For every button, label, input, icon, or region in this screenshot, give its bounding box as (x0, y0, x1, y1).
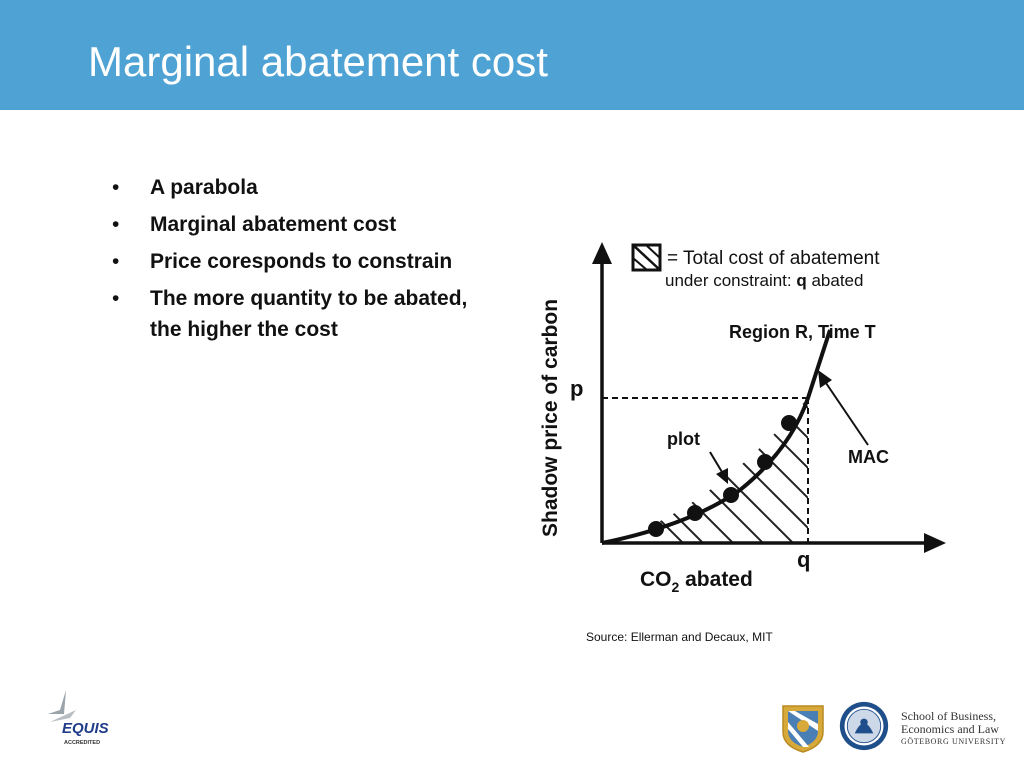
x-axis-label-co: CO (640, 568, 672, 591)
bullet-item: • Marginal abatement cost (112, 209, 492, 240)
school-seal-icon (839, 701, 889, 751)
bullet-dot: • (112, 213, 120, 236)
legend-line-2-q: q (796, 271, 806, 290)
title-bar (0, 0, 1024, 110)
mac-label: MAC (848, 447, 889, 467)
school-name-line: School of Business, (901, 709, 997, 723)
source-caption: Source: Ellerman and Decaux, MIT (586, 630, 773, 644)
x-axis-label: CO2 abated (640, 568, 753, 595)
legend-hatch-box (631, 243, 662, 272)
y-axis (592, 242, 612, 543)
legend-line-2-suffix: abated (807, 271, 864, 290)
plot-point (757, 454, 773, 470)
q-label: q (797, 547, 810, 572)
mac-diagram: = Total cost of abatement under constrai… (539, 242, 946, 595)
x-axis (602, 533, 946, 553)
mac-arrow (818, 370, 869, 446)
school-name-line: Economics and Law (901, 722, 999, 736)
y-axis-label: Shadow price of carbon (539, 299, 562, 537)
plot-point (648, 521, 664, 537)
bullet-item: • A parabola (112, 172, 492, 203)
mac-curve (601, 329, 832, 545)
bullet-item: • The more quantity to be abated, the hig… (112, 283, 492, 345)
x-axis-label-rest: abated (679, 568, 753, 591)
university-seal-icon (782, 705, 824, 753)
bullet-list: • A parabola • Marginal abatement cost • Pr… (112, 172, 492, 351)
bullet-dot: • (112, 250, 120, 273)
bullet-text: Marginal abatement cost (150, 213, 397, 236)
bullet-text: Price coresponds to constrain (150, 250, 453, 273)
bullet-dot: • (112, 287, 120, 310)
bullet-text: The more quantity to be abated, the high… (150, 287, 468, 341)
equis-text: EQUIS (62, 720, 109, 737)
equis-logo: EQUIS ACCREDITED (48, 690, 109, 746)
p-label: p (570, 376, 583, 401)
plot-arrow (709, 451, 728, 484)
legend-line-2-prefix: under constraint: (665, 271, 796, 290)
legend-line-1: = Total cost of abatement (667, 248, 880, 269)
bullet-dot: • (112, 176, 120, 199)
slide-title: Marginal abatement cost (88, 38, 548, 85)
plot-point (723, 487, 739, 503)
region-label: Region R, Time T (729, 322, 876, 342)
plot-label: plot (667, 429, 700, 449)
equis-accredited: ACCREDITED (64, 740, 100, 746)
university-name: GÖTEBORG UNIVERSITY (901, 737, 1006, 746)
school-name: School of Business, Economics and Law GÖ… (901, 710, 1006, 747)
legend-line-2: under constraint: q abated (665, 271, 863, 290)
x-axis-label-subscript: 2 (672, 579, 680, 595)
bullet-text: A parabola (150, 176, 258, 199)
bullet-item: • Price coresponds to constrain (112, 246, 492, 277)
plot-point (781, 415, 797, 431)
plot-point (687, 505, 703, 521)
